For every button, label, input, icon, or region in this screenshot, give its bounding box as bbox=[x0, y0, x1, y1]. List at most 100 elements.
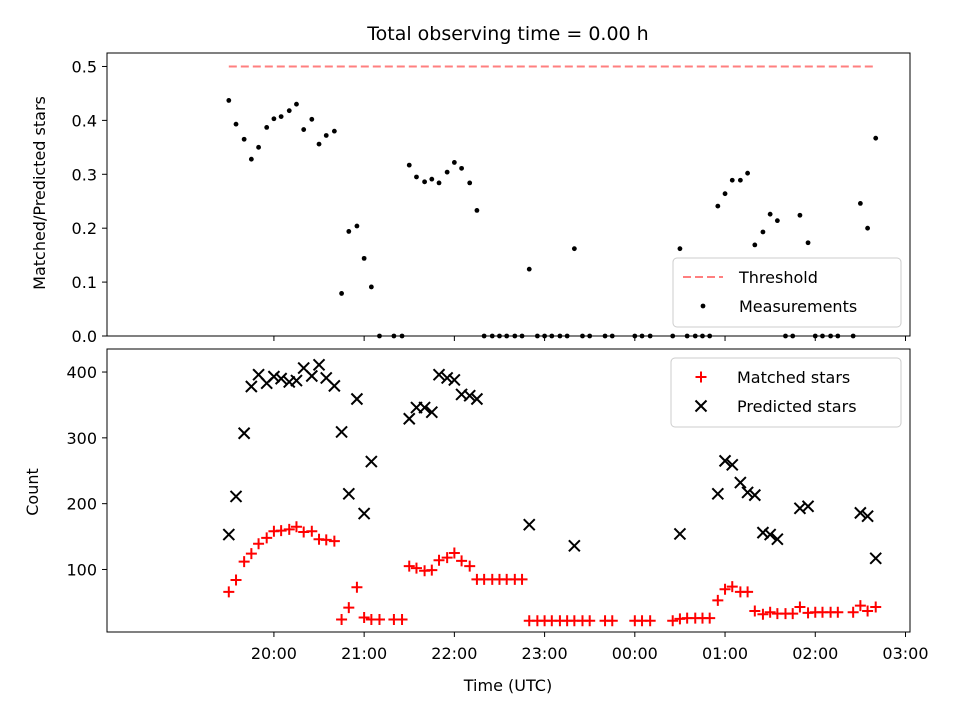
legend-measurement-swatch bbox=[700, 303, 706, 309]
predicted-star-point bbox=[748, 488, 762, 502]
top-legend: Threshold Measurements bbox=[672, 257, 902, 328]
matched-star-point bbox=[306, 525, 318, 537]
measurement-point bbox=[526, 266, 532, 272]
predicted-star-point bbox=[801, 500, 815, 513]
predicted-star-point bbox=[432, 368, 446, 381]
predicted-star-point bbox=[229, 490, 243, 503]
legend-box bbox=[670, 357, 902, 428]
measurement-point bbox=[354, 223, 360, 229]
matched-star-point bbox=[719, 583, 731, 595]
measurement-point bbox=[752, 242, 758, 248]
predicted-star-point bbox=[328, 379, 341, 393]
predicted-star-point bbox=[523, 518, 536, 531]
matched-star-point bbox=[862, 605, 874, 617]
measurement-point bbox=[436, 180, 442, 186]
measurement-point bbox=[286, 108, 292, 114]
predicted-star-point bbox=[342, 487, 356, 500]
predicted-star-point bbox=[756, 526, 770, 539]
matched-star-point bbox=[261, 532, 273, 544]
matched-star-point bbox=[516, 573, 528, 585]
predicted-star-point bbox=[861, 509, 874, 523]
legend-label: Matched stars bbox=[737, 368, 850, 387]
x-tick-label: 00:00 bbox=[612, 644, 658, 663]
matched-star-point bbox=[448, 547, 460, 559]
matched-star-point bbox=[426, 564, 438, 576]
matched-star-point bbox=[847, 606, 859, 618]
measurement-point bbox=[323, 133, 329, 138]
matched-star-point bbox=[396, 613, 408, 625]
matched-star-point bbox=[464, 560, 476, 572]
measurement-point bbox=[271, 116, 277, 122]
matched-star-point bbox=[704, 612, 716, 624]
matched-star-point bbox=[230, 574, 242, 586]
measurement-point bbox=[571, 246, 577, 252]
measurement-point bbox=[873, 135, 879, 141]
matched-star-point bbox=[584, 615, 596, 627]
measurement-point bbox=[278, 114, 284, 120]
legend-label: Predicted stars bbox=[737, 397, 857, 416]
predicted-star-point bbox=[673, 527, 687, 541]
matched-star-point bbox=[328, 535, 340, 547]
predicted-star-point bbox=[237, 427, 251, 440]
matched-star-point bbox=[832, 606, 844, 618]
measurement-point bbox=[722, 191, 728, 197]
measurement-point bbox=[451, 160, 457, 165]
x-tick-label: 21:00 bbox=[341, 644, 387, 663]
measurement-point bbox=[331, 128, 337, 134]
x-tick-label: 03:00 bbox=[882, 644, 928, 663]
predicted-star-point bbox=[771, 532, 784, 546]
predicted-star-point bbox=[425, 405, 439, 419]
measurement-point bbox=[474, 208, 480, 213]
matched-star-point bbox=[320, 534, 332, 546]
measurement-point bbox=[422, 179, 427, 185]
matched-star-point bbox=[644, 615, 656, 627]
predicted-star-point bbox=[726, 458, 739, 472]
matched-star-point bbox=[742, 586, 754, 598]
matched-star-point bbox=[757, 608, 769, 620]
predicted-star-point bbox=[718, 454, 732, 468]
matched-star-point bbox=[726, 581, 738, 593]
top-y-tick-label: 0.3 bbox=[72, 165, 97, 184]
predicted-star-point bbox=[763, 528, 777, 541]
legend-matched-swatch bbox=[695, 371, 707, 383]
legend-predicted-swatch bbox=[694, 399, 708, 413]
matched-star-point bbox=[787, 608, 799, 620]
chart-title: Total observing time = 0.00 h bbox=[366, 23, 648, 45]
measurement-point bbox=[309, 116, 315, 122]
predicted-star-point bbox=[418, 401, 431, 414]
matched-star-point bbox=[456, 555, 468, 567]
matched-star-point bbox=[712, 594, 724, 606]
bottom-y-axis-label: Count bbox=[23, 468, 42, 516]
matched-star-point bbox=[283, 523, 295, 535]
matched-star-point bbox=[764, 606, 776, 618]
x-tick-label: 01:00 bbox=[702, 644, 748, 663]
measurement-point bbox=[301, 127, 307, 132]
measurement-point bbox=[459, 165, 464, 171]
matched-star-point bbox=[351, 581, 363, 593]
measurement-point bbox=[737, 177, 743, 183]
bottom-legend: Matched stars Predicted stars bbox=[670, 357, 902, 428]
measurement-point bbox=[745, 170, 750, 176]
matched-star-point bbox=[441, 552, 453, 564]
measurement-point bbox=[233, 121, 239, 127]
measurement-point bbox=[368, 284, 374, 290]
x-tick-label: 02:00 bbox=[792, 644, 838, 663]
measurement-point bbox=[414, 174, 419, 180]
measurement-point bbox=[406, 162, 412, 168]
bottom-plot-frame bbox=[106, 348, 911, 633]
predicted-star-point bbox=[274, 372, 288, 385]
bottom-y-tick-label: 200 bbox=[66, 495, 97, 514]
matched-star-point bbox=[749, 605, 761, 617]
measurement-point bbox=[264, 124, 270, 130]
matched-star-point bbox=[373, 613, 385, 625]
predicted-star-point bbox=[312, 358, 326, 372]
measurement-point bbox=[241, 136, 247, 142]
top-y-tick-label: 0.0 bbox=[72, 327, 97, 346]
predicted-star-point bbox=[290, 374, 303, 387]
predicted-star-point bbox=[305, 369, 319, 383]
matched-star-point bbox=[410, 562, 422, 574]
measurement-point bbox=[677, 246, 683, 252]
matched-star-point bbox=[606, 615, 618, 627]
measurement-point bbox=[774, 218, 780, 224]
predicted-star-point bbox=[365, 455, 378, 468]
